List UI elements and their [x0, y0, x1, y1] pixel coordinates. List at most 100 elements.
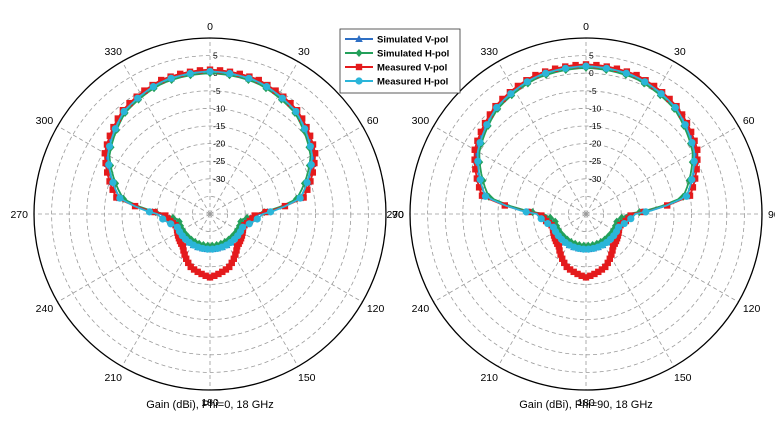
data-point: [311, 150, 319, 157]
data-point: [477, 128, 485, 136]
angle-tick-label: 180: [201, 397, 219, 409]
data-point: [272, 87, 279, 94]
data-point: [292, 107, 300, 116]
data-point: [593, 61, 600, 69]
data-point: [566, 266, 574, 273]
data-point: [687, 128, 695, 136]
series-measured-h-pol: [474, 62, 698, 253]
data-point: [563, 263, 570, 271]
data-point: [499, 95, 506, 103]
data-point: [609, 243, 617, 250]
data-point: [211, 272, 218, 280]
angle-tick-label: 0: [207, 21, 213, 33]
data-point: [620, 219, 628, 228]
data-point: [666, 95, 673, 103]
data-point: [523, 78, 531, 86]
data-point: [622, 69, 630, 77]
data-point: [109, 178, 117, 187]
radial-tick-label: -5: [589, 86, 597, 96]
angle-tick-label: 30: [298, 46, 310, 58]
legend-label: Measured V-pol: [377, 63, 447, 74]
data-point: [690, 157, 698, 165]
angle-tick-label: 330: [480, 46, 498, 58]
data-point: [181, 251, 188, 258]
angle-tick-label: 240: [36, 303, 54, 315]
data-point: [186, 69, 194, 78]
data-point: [561, 64, 570, 72]
radial-tick-label: -15: [213, 121, 226, 131]
data-point: [570, 268, 577, 276]
data-point: [681, 121, 689, 129]
legend-label: Measured H-pol: [377, 77, 448, 88]
data-point: [544, 219, 552, 228]
data-point: [591, 270, 598, 278]
data-point: [245, 220, 253, 228]
legend-marker: [355, 63, 363, 71]
angle-tick-label: 60: [743, 115, 755, 127]
angle-spoke: [121, 61, 211, 215]
radial-gridline: [427, 55, 745, 373]
data-point: [472, 166, 479, 173]
radial-gridline: [462, 90, 710, 338]
angle-tick-label: 270: [10, 209, 28, 221]
data-point: [236, 70, 243, 78]
data-point: [688, 138, 696, 147]
angle-spoke: [209, 61, 299, 215]
data-point: [287, 100, 294, 107]
outer-ring: [409, 37, 763, 391]
data-point: [486, 111, 494, 118]
data-point: [216, 67, 224, 74]
outer-ring: [33, 37, 387, 391]
angle-spoke: [209, 213, 299, 367]
radial-tick-label: -25: [589, 156, 602, 166]
data-point: [303, 178, 311, 187]
data-point: [693, 166, 700, 173]
angle-tick-label: 120: [367, 303, 385, 315]
angle-spoke: [209, 125, 363, 215]
angle-tick-label: 150: [298, 372, 316, 384]
data-point: [678, 111, 686, 118]
plot-caption: Gain (dBi), Phi=90, 18 GHz: [519, 399, 653, 411]
data-point: [226, 69, 234, 78]
data-point: [551, 65, 559, 72]
data-point: [598, 266, 606, 273]
data-point: [650, 82, 658, 90]
data-point: [226, 263, 233, 271]
legend-label: Simulated V-pol: [377, 35, 448, 46]
data-point: [306, 132, 314, 139]
data-point: [194, 268, 201, 276]
angle-tick-label: 210: [104, 372, 122, 384]
legend: Simulated V-pol Simulated H-pol Measured V…: [339, 28, 461, 94]
data-point: [606, 255, 613, 262]
data-point: [183, 255, 190, 262]
data-point: [493, 103, 501, 112]
data-point: [173, 223, 181, 231]
radial-gridline: [51, 55, 369, 373]
data-point: [476, 138, 484, 147]
data-point: [689, 184, 697, 191]
data-point: [475, 184, 483, 191]
data-point: [532, 71, 539, 79]
legend-label: Simulated H-pol: [377, 49, 449, 60]
angle-tick-label: 330: [104, 46, 122, 58]
data-point: [572, 61, 579, 69]
data-point: [106, 132, 114, 139]
angle-spoke: [57, 125, 211, 215]
angle-tick-label: 90: [392, 209, 404, 221]
data-point: [196, 67, 204, 74]
radial-tick-label: -10: [589, 103, 602, 113]
angle-tick-label: 300: [412, 115, 430, 127]
data-point: [476, 176, 484, 184]
data-point: [542, 69, 550, 77]
angle-tick-label: 0: [583, 21, 589, 33]
data-point: [255, 76, 262, 84]
data-point: [278, 94, 286, 102]
angle-spoke: [585, 61, 675, 215]
data-point: [162, 212, 169, 219]
data-point: [304, 186, 311, 193]
angle-spoke: [433, 125, 587, 215]
angle-tick-label: 150: [674, 372, 692, 384]
data-point: [109, 186, 116, 193]
data-point: [582, 62, 590, 70]
